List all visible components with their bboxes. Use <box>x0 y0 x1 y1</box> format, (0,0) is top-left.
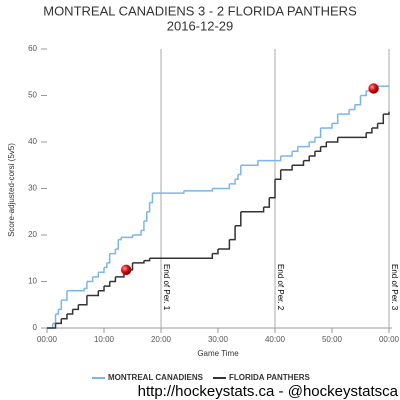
line-step <box>149 193 154 204</box>
line-step <box>47 323 57 329</box>
line-step <box>297 142 310 148</box>
period-label: End of Per. 1 <box>162 264 171 311</box>
line-step <box>229 179 236 185</box>
line-step <box>332 114 339 125</box>
line-step <box>309 137 316 143</box>
line-step <box>55 309 60 315</box>
line-step <box>212 183 231 190</box>
line-step <box>58 300 62 311</box>
chart-title: MONTREAL CANADIENS 3 - 2 FLORIDA PANTHER… <box>43 3 357 18</box>
line-step <box>183 188 214 192</box>
line-step <box>354 95 362 106</box>
line-step <box>52 314 57 325</box>
line-step <box>366 128 373 134</box>
line-step <box>109 276 117 283</box>
line-step <box>72 304 80 311</box>
line-step <box>237 165 242 176</box>
line-step <box>92 272 100 278</box>
goal-marker <box>368 83 379 94</box>
line-step <box>314 128 322 139</box>
y-tick-label: 30 <box>28 184 37 193</box>
line-step <box>280 151 293 157</box>
line-step <box>240 207 265 213</box>
line-step <box>66 309 74 315</box>
line-step <box>104 281 111 287</box>
line-step <box>229 225 236 241</box>
line-step <box>235 174 239 180</box>
x-tick-label: 40:00 <box>265 335 286 344</box>
line-step <box>86 290 100 297</box>
line-step <box>235 211 242 227</box>
line-step <box>109 248 117 255</box>
line-step <box>132 230 142 236</box>
legend-label: MONTREAL CANADIENS <box>108 373 204 382</box>
y-tick-label: 10 <box>28 277 37 286</box>
line-step <box>240 160 259 166</box>
y-tick-label: 20 <box>28 230 37 239</box>
line-step <box>320 123 333 129</box>
line-step <box>141 221 145 232</box>
line-step <box>360 90 367 97</box>
line-step <box>146 202 151 213</box>
line-step <box>104 262 108 269</box>
legend-label: FLORIDA PANTHERS <box>229 373 311 382</box>
line-step <box>61 290 68 301</box>
line-step <box>257 155 282 162</box>
line-step <box>86 276 94 283</box>
line-step <box>55 318 62 325</box>
x-tick-label: 30:00 <box>208 335 229 344</box>
line-step <box>98 267 105 273</box>
line-step <box>269 179 276 199</box>
line-step <box>218 239 231 250</box>
y-tick-label: 40 <box>28 137 37 146</box>
line-step <box>371 123 379 129</box>
y-tick-label: 0 <box>33 323 38 332</box>
line-step <box>309 151 316 157</box>
x-tick-label: 00:00 <box>379 335 400 344</box>
x-tick-label: 50:00 <box>322 335 343 344</box>
line-step <box>349 104 356 111</box>
line-step <box>337 132 367 139</box>
line-step <box>303 155 310 162</box>
line-step <box>314 146 322 153</box>
chart-subtitle: 2016-12-29 <box>167 18 234 33</box>
line-step <box>152 190 185 194</box>
period-label: End of Per. 3 <box>390 264 399 311</box>
period-label: End of Per. 2 <box>276 264 285 311</box>
line-step <box>275 169 282 180</box>
line-step <box>320 142 328 148</box>
line-step <box>377 114 385 125</box>
line-step <box>337 109 350 115</box>
line-step <box>115 239 119 250</box>
line-step <box>383 111 390 115</box>
line-step <box>106 253 111 264</box>
line-step <box>263 197 271 208</box>
line-step <box>84 281 88 290</box>
line-step <box>143 211 148 222</box>
x-tick-label: 10:00 <box>94 335 115 344</box>
line-step <box>132 260 145 264</box>
x-tick-label: 00:00 <box>37 335 58 344</box>
x-axis-label: Game Time <box>197 349 239 358</box>
line-step <box>78 295 88 306</box>
line-step <box>61 314 68 320</box>
footer: http://hockeystats.ca - @hockeystatsca <box>138 383 399 400</box>
y-tick-label: 60 <box>28 44 37 53</box>
y-axis-label: Score-adjusted-corsi (5v5) <box>7 143 16 237</box>
line-step <box>66 288 85 292</box>
line-step <box>326 137 339 143</box>
goal-marker <box>120 264 132 276</box>
line-step <box>149 253 214 259</box>
line-step <box>143 258 151 262</box>
line-step <box>121 235 134 239</box>
line-step <box>118 237 122 241</box>
line-step <box>292 160 305 166</box>
line-step <box>292 146 299 153</box>
line-step <box>212 248 219 255</box>
line-step <box>98 286 105 292</box>
y-tick-label: 50 <box>28 91 37 100</box>
x-tick-label: 20:00 <box>151 335 172 344</box>
line-step <box>280 165 293 171</box>
